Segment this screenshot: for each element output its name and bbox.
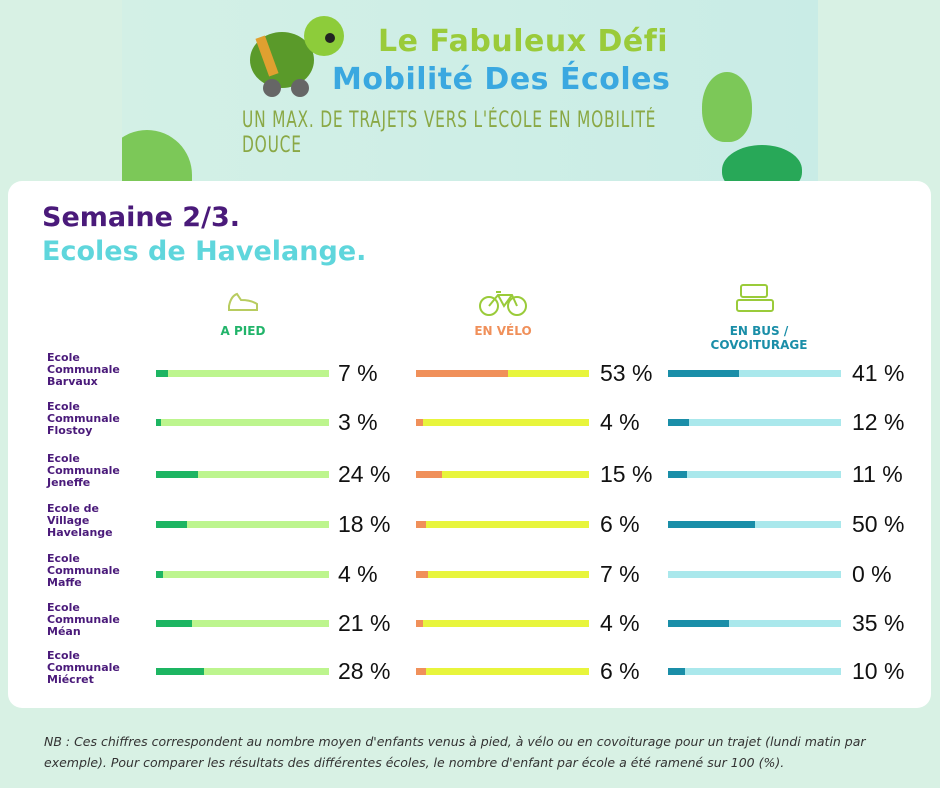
bar-fill — [156, 419, 162, 426]
bar-fill — [416, 571, 429, 578]
bar-track — [156, 419, 329, 426]
bar-track — [416, 668, 589, 675]
percent-label: 7 % — [338, 360, 378, 386]
schools-heading: Ecoles de Havelange. — [42, 236, 367, 267]
percent-label: 41 % — [852, 360, 905, 386]
footnote: NB : Ces chiffres correspondent au nombr… — [44, 734, 866, 770]
percent-label: 35 % — [852, 610, 905, 636]
percent-label: 6 % — [600, 658, 640, 684]
bar-fill — [156, 668, 205, 675]
banner: Le Fabuleux Défi Mobilité Des Écoles Un … — [122, 0, 818, 182]
banner-subtitle: Un max. de trajets vers l'école en mobil… — [242, 108, 657, 158]
bar-fill — [416, 521, 427, 528]
bar-track — [416, 471, 589, 478]
bar-fill — [156, 521, 188, 528]
percent-label: 28 % — [338, 658, 391, 684]
bar-track — [156, 370, 329, 377]
school-label: Ecole Communale Barvaux — [47, 351, 120, 388]
bar-track — [156, 668, 329, 675]
bar-fill — [416, 370, 508, 377]
percent-label: 0 % — [852, 561, 892, 587]
bar-fill — [668, 521, 755, 528]
bar-track — [416, 571, 589, 578]
bar-fill — [156, 571, 163, 578]
bar-track — [668, 419, 841, 426]
bar-fill — [416, 419, 423, 426]
school-label: Ecole de Village Havelange — [47, 502, 113, 539]
bar-fill — [156, 471, 198, 478]
percent-label: 53 % — [600, 360, 653, 386]
banner-title-line2: Mobilité Des Écoles — [332, 62, 671, 97]
bar-track — [156, 521, 329, 528]
bar-track — [668, 668, 841, 675]
bicycle-icon — [478, 287, 528, 321]
bus-icon — [730, 283, 780, 319]
bar-track — [416, 521, 589, 528]
percent-label: 4 % — [600, 409, 640, 435]
bar-track — [416, 419, 589, 426]
bar-fill — [416, 620, 423, 627]
bush-illustration — [722, 145, 802, 182]
bar-track — [156, 571, 329, 578]
bar-track — [156, 471, 329, 478]
column-header: EN BUS / COVOITURAGE — [710, 324, 808, 352]
column-header: A PIED — [220, 324, 266, 338]
bar-fill — [416, 668, 427, 675]
tree-illustration — [702, 72, 752, 142]
bar-track — [156, 620, 329, 627]
bar-fill — [416, 471, 442, 478]
banner-title-line1: Le Fabuleux Défi — [378, 24, 669, 59]
percent-label: 21 % — [338, 610, 391, 636]
bar-fill — [668, 668, 686, 675]
school-label: Ecole Communale Maffe — [47, 552, 120, 589]
school-label: Ecole Communale Flostoy — [47, 400, 120, 437]
tree-illustration — [122, 130, 192, 182]
school-label: Ecole Communale Miécret — [47, 649, 120, 686]
column-header: EN VÉLO — [474, 324, 532, 338]
percent-label: 12 % — [852, 409, 905, 435]
bar-track — [668, 571, 841, 578]
bar-track — [668, 521, 841, 528]
bar-fill — [668, 620, 729, 627]
percent-label: 50 % — [852, 511, 905, 537]
percent-label: 3 % — [338, 409, 378, 435]
percent-label: 7 % — [600, 561, 640, 587]
bar-fill — [668, 419, 689, 426]
bar-track — [668, 471, 841, 478]
percent-label: 4 % — [338, 561, 378, 587]
percent-label: 4 % — [600, 610, 640, 636]
bar-track — [668, 370, 841, 377]
bar-fill — [156, 370, 169, 377]
shoe-icon — [218, 290, 268, 318]
percent-label: 11 % — [852, 461, 903, 487]
percent-label: 24 % — [338, 461, 391, 487]
percent-label: 15 % — [600, 461, 653, 487]
week-heading: Semaine 2/3. — [42, 202, 240, 233]
bar-fill — [156, 620, 193, 627]
bar-track — [416, 370, 589, 377]
bar-fill — [668, 471, 688, 478]
percent-label: 10 % — [852, 658, 905, 684]
turtle-mascot-icon — [250, 16, 344, 97]
percent-label: 6 % — [600, 511, 640, 537]
school-label: Ecole Communale Méan — [47, 601, 120, 638]
bar-track — [668, 620, 841, 627]
bar-fill — [668, 370, 739, 377]
school-label: Ecole Communale Jeneffe — [47, 452, 120, 489]
percent-label: 18 % — [338, 511, 391, 537]
bar-track — [416, 620, 589, 627]
